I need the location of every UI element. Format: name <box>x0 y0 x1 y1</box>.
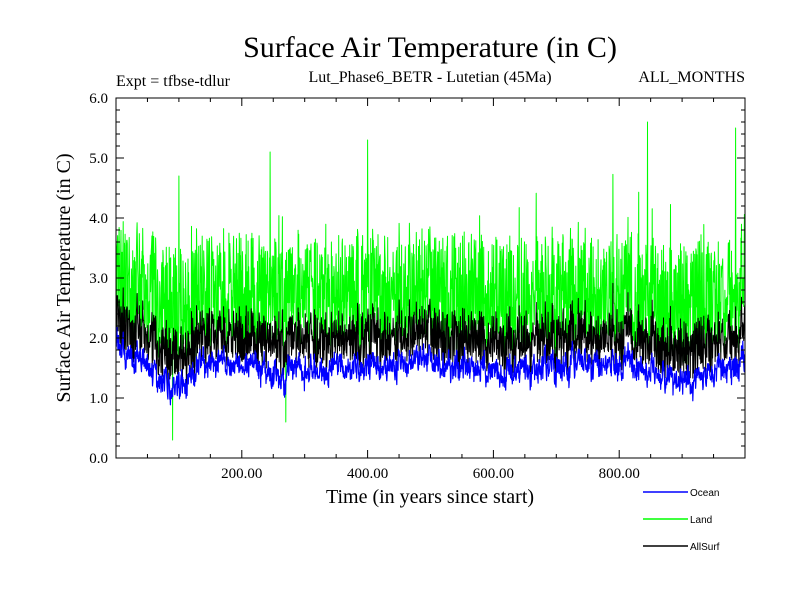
months-label: ALL_MONTHS <box>638 69 745 86</box>
series-allsurf-line <box>115 282 746 390</box>
y-axis-label: Surface Air Temperature (in C) <box>53 153 75 402</box>
legend-label-land: Land <box>690 515 712 526</box>
legend-label-allsurf: AllSurf <box>690 542 720 553</box>
experiment-label: Expt = tfbse-tdlur <box>116 73 231 90</box>
y-tick-label: 6.0 <box>89 91 108 107</box>
axis-layer: 0.0 1.0 2.0 3.0 4.0 5.0 6.0 200.00 400.00 600.00 8… <box>89 91 746 482</box>
y-tick-label: 0.0 <box>89 451 108 467</box>
y-tick-label: 1.0 <box>89 391 108 407</box>
y-tick-label: 4.0 <box>89 211 108 227</box>
y-tick-label: 2.0 <box>89 331 108 347</box>
y-tick-label: 5.0 <box>89 151 108 167</box>
x-tick-label: 200.00 <box>221 466 262 482</box>
y-tick-label: 3.0 <box>89 271 108 287</box>
x-axis-label: Time (in years since start) <box>326 486 534 508</box>
x-tick-label: 400.00 <box>347 466 388 482</box>
series-layer <box>115 121 746 441</box>
legend: Ocean Land AllSurf <box>643 488 720 553</box>
x-tick-label: 600.00 <box>473 466 514 482</box>
run-label: Lut_Phase6_BETR - Lutetian (45Ma) <box>308 69 551 86</box>
series-ocean-line <box>115 326 746 406</box>
legend-label-ocean: Ocean <box>690 488 719 499</box>
series-land-line <box>115 121 746 441</box>
chart-title: Surface Air Temperature (in C) <box>243 31 617 64</box>
x-tick-label: 800.00 <box>599 466 640 482</box>
